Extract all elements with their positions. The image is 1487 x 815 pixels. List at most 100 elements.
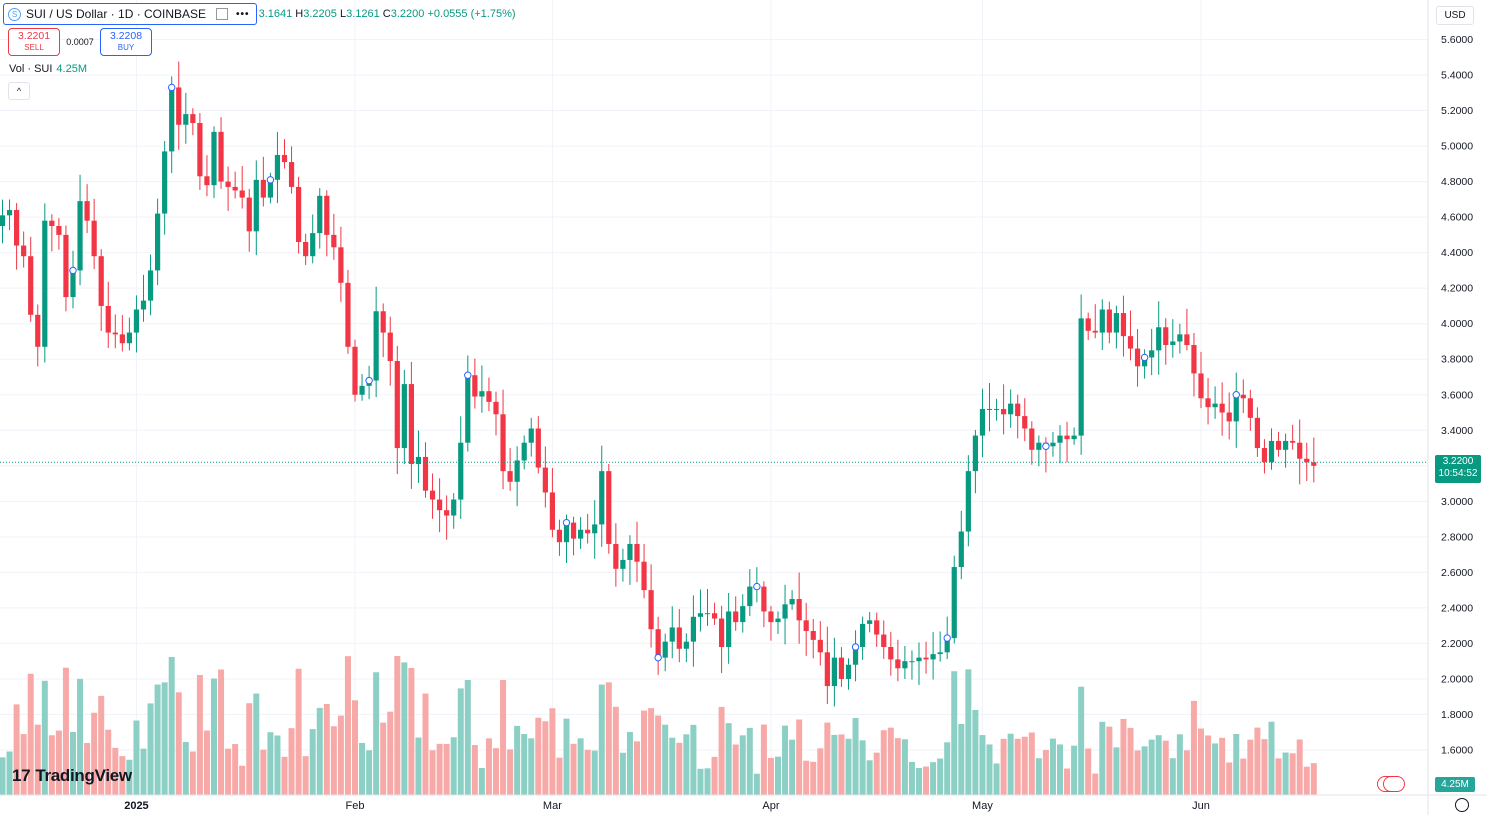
candle-body: [570, 522, 577, 539]
volume-bar: [859, 740, 866, 795]
volume-bar: [359, 742, 366, 795]
candle-body: [155, 213, 161, 271]
ohlc-close: 3.2200: [390, 8, 425, 20]
volume-bar: [323, 704, 330, 795]
candle-body: [465, 375, 471, 443]
event-marker-icon: [69, 266, 77, 275]
volume-bar: [1296, 739, 1303, 795]
volume-bar: [464, 679, 471, 795]
spread-value: 0.0007: [66, 37, 94, 47]
price-tick-label: 4.2000: [1441, 283, 1473, 295]
price-tick-label: 3.0000: [1441, 496, 1473, 508]
time-axis[interactable]: 2025 Feb Mar Apr May Jun: [0, 794, 1487, 812]
volume-bar: [711, 756, 718, 795]
volume-bar: [972, 709, 979, 795]
us-flag-icon-2[interactable]: [1383, 776, 1405, 792]
volume-legend[interactable]: Vol · SUI 4.25M: [9, 63, 87, 75]
candle-body: [56, 226, 62, 235]
candle-body: [1311, 462, 1317, 466]
candle-body: [197, 122, 203, 177]
volume-bar: [908, 761, 915, 795]
candle-body: [84, 201, 90, 221]
volume-bar: [485, 738, 492, 795]
volume-bar: [591, 750, 598, 795]
volume-bar: [704, 768, 711, 795]
candle-body: [345, 282, 351, 347]
candle-body: [183, 114, 189, 125]
candle-body: [1036, 442, 1042, 450]
volume-bar: [218, 669, 225, 795]
candle-body: [676, 627, 682, 649]
sell-price: 3.2201: [17, 30, 51, 42]
volume-bar: [1028, 732, 1035, 795]
volume-bar: [48, 735, 55, 795]
candle-body: [860, 623, 866, 647]
volume-bar: [873, 752, 880, 795]
candle-body: [204, 176, 210, 186]
candle-body: [1099, 309, 1105, 333]
volume-bar: [556, 757, 563, 795]
settings-gear-icon[interactable]: [1455, 798, 1469, 812]
candle-body: [782, 604, 788, 619]
volume-bar: [775, 756, 781, 795]
volume-bar: [55, 730, 62, 795]
volume-bar: [746, 727, 753, 795]
volume-bar: [196, 674, 203, 795]
volume-bar: [1205, 735, 1212, 795]
buy-button[interactable]: 3.2208 BUY: [100, 28, 152, 56]
symbol-selector[interactable]: S SUI / US Dollar · 1D · COINBASE •••: [3, 3, 257, 25]
price-axis[interactable]: 5.6000 5.4000 5.2000 5.0000 4.8000 4.6000 4.40…: [1427, 0, 1473, 815]
tradingview-logo[interactable]: 17 TradingView: [12, 766, 132, 786]
volume-bar: [91, 712, 98, 795]
candle-body: [359, 385, 365, 395]
price-tick-label: 3.8000: [1441, 354, 1473, 366]
volume-bar: [119, 756, 126, 795]
price-tick-label: 4.6000: [1441, 212, 1473, 224]
volume-bar: [77, 678, 84, 795]
volume-bar: [789, 739, 796, 795]
volume-bar: [641, 710, 648, 795]
candle-body: [1261, 448, 1268, 463]
volume-bar: [542, 721, 549, 795]
volume-bar: [500, 679, 507, 795]
more-options-icon[interactable]: •••: [236, 8, 250, 20]
candle-body: [1127, 336, 1134, 349]
volume-bar: [203, 730, 210, 795]
candle-body: [909, 661, 915, 663]
currency-selector[interactable]: USD: [1436, 6, 1474, 25]
sui-coin-icon: S: [8, 7, 21, 21]
candle-body: [641, 561, 647, 591]
candle-body: [1254, 417, 1260, 449]
volume-bar: [803, 760, 810, 795]
sell-button[interactable]: 3.2201 SELL: [8, 28, 60, 56]
volume-bar: [133, 720, 140, 795]
candle-body: [1240, 394, 1246, 399]
compare-square-icon[interactable]: [216, 8, 229, 20]
volume-bar: [577, 738, 584, 795]
candle-body: [14, 210, 20, 246]
candle-body: [669, 627, 675, 642]
candlestick-series: [0, 61, 1317, 707]
volume-bar: [41, 680, 48, 795]
candle-body: [296, 186, 302, 242]
volume-bar: [514, 725, 521, 795]
candle-body: [387, 332, 393, 362]
candle-body: [796, 599, 802, 621]
volume-bar: [648, 708, 655, 795]
candle-body: [986, 408, 993, 410]
volume-bar: [894, 738, 901, 795]
volume-bar: [528, 738, 535, 795]
candle-body: [458, 442, 464, 500]
volume-tag: 4.25M: [1435, 777, 1475, 792]
volume-bar: [175, 692, 182, 795]
candle-body: [993, 408, 1000, 410]
candle-body: [232, 186, 238, 191]
volume-bar: [1261, 739, 1268, 795]
candle-body: [253, 179, 259, 232]
volume-bar: [13, 704, 20, 795]
volume-bar: [901, 739, 908, 795]
candle-body: [923, 657, 929, 660]
collapse-legend-button[interactable]: ^: [8, 82, 30, 100]
ohlc-change: +0.0555 (+1.75%): [427, 8, 516, 20]
